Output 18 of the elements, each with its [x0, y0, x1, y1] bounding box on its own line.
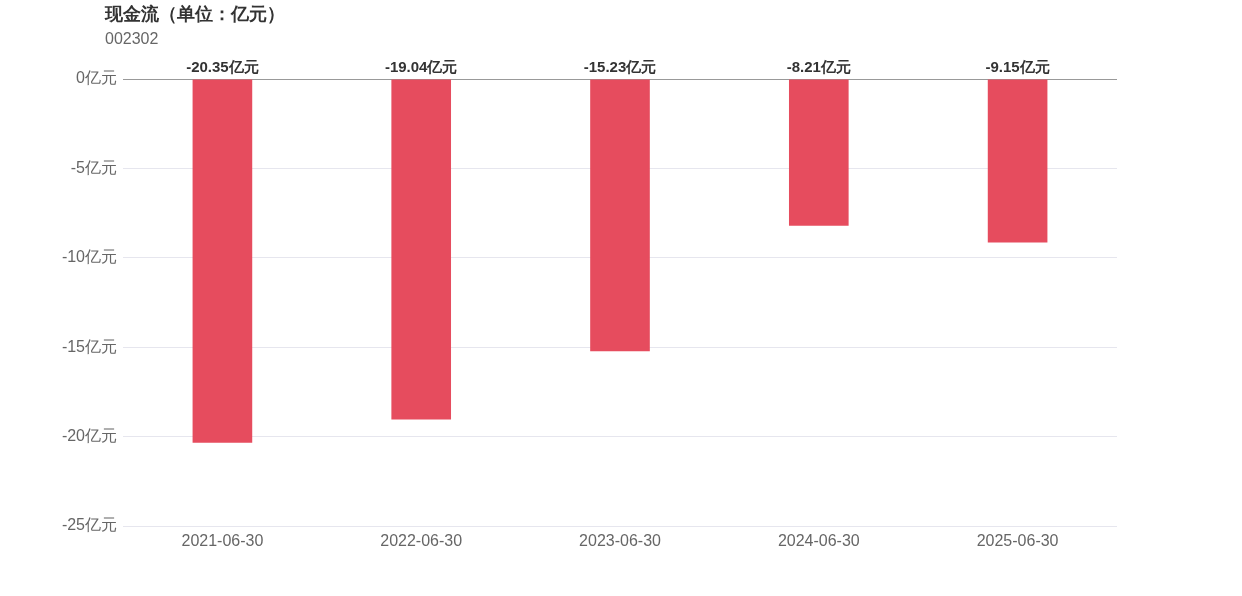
x-tick-label: 2021-06-30 — [181, 532, 264, 550]
x-tick-label: 2023-06-30 — [579, 532, 662, 550]
y-tick-label: -5亿元 — [70, 158, 117, 176]
x-tick-label: 2024-06-30 — [777, 532, 860, 550]
chart-subtitle: 002302 — [105, 30, 159, 48]
y-tick-label: -15亿元 — [61, 337, 117, 355]
y-tick-label: -25亿元 — [61, 516, 117, 534]
data-label: -9.15亿元 — [985, 57, 1050, 75]
data-label: -8.21亿元 — [786, 57, 851, 75]
data-label: -15.23亿元 — [583, 57, 657, 75]
chart-title: 现金流（单位：亿元） — [105, 3, 285, 26]
data-label: -19.04亿元 — [384, 57, 458, 75]
y-tick-label: 0亿元 — [76, 69, 117, 87]
data-label: -20.35亿元 — [186, 57, 259, 75]
x-tick-label: 2022-06-30 — [380, 532, 463, 550]
y-tick-label: -10亿元 — [61, 248, 117, 266]
x-tick-label: 2025-06-30 — [976, 532, 1059, 550]
y-tick-label: -20亿元 — [61, 427, 117, 445]
